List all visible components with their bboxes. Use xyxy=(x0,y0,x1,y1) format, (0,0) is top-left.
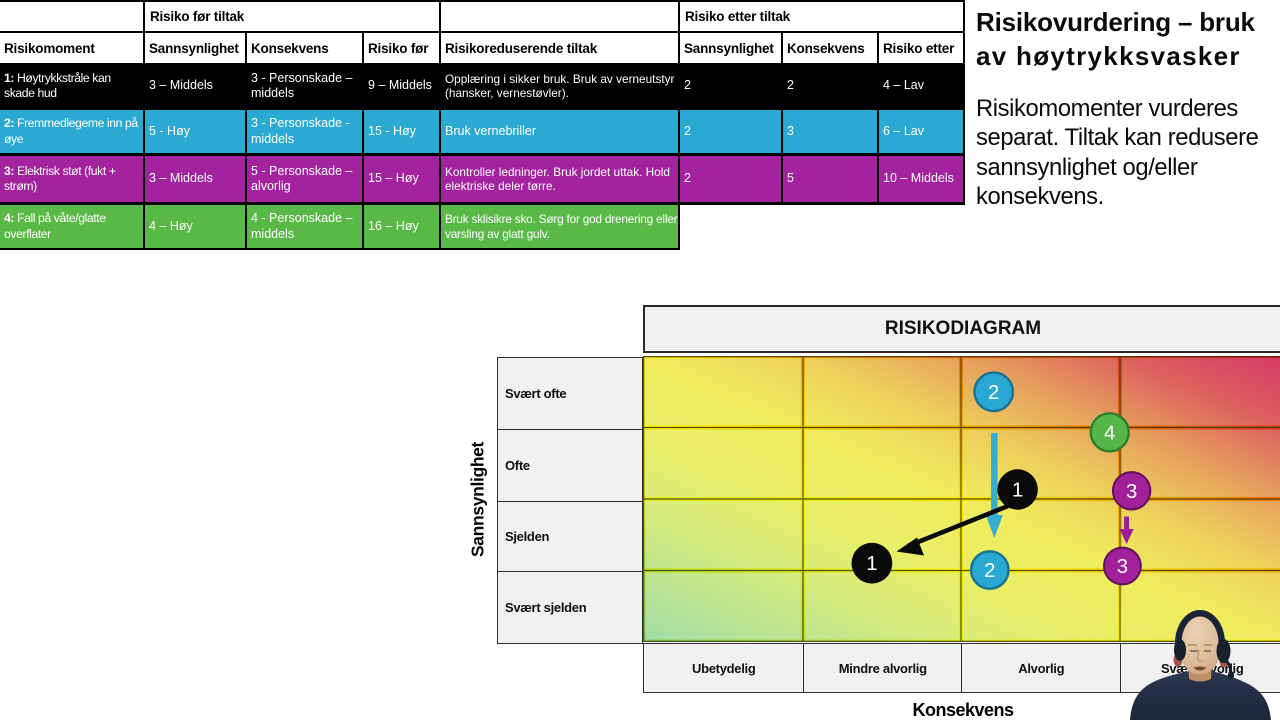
svg-text:1: 1 xyxy=(1012,480,1023,502)
svg-text:4: 4 xyxy=(1104,422,1115,444)
svg-text:3: 3 xyxy=(1126,481,1137,503)
svg-text:2: 2 xyxy=(984,560,995,582)
svg-text:2: 2 xyxy=(988,382,999,404)
svg-text:1: 1 xyxy=(866,553,877,575)
svg-text:3: 3 xyxy=(1117,556,1128,578)
